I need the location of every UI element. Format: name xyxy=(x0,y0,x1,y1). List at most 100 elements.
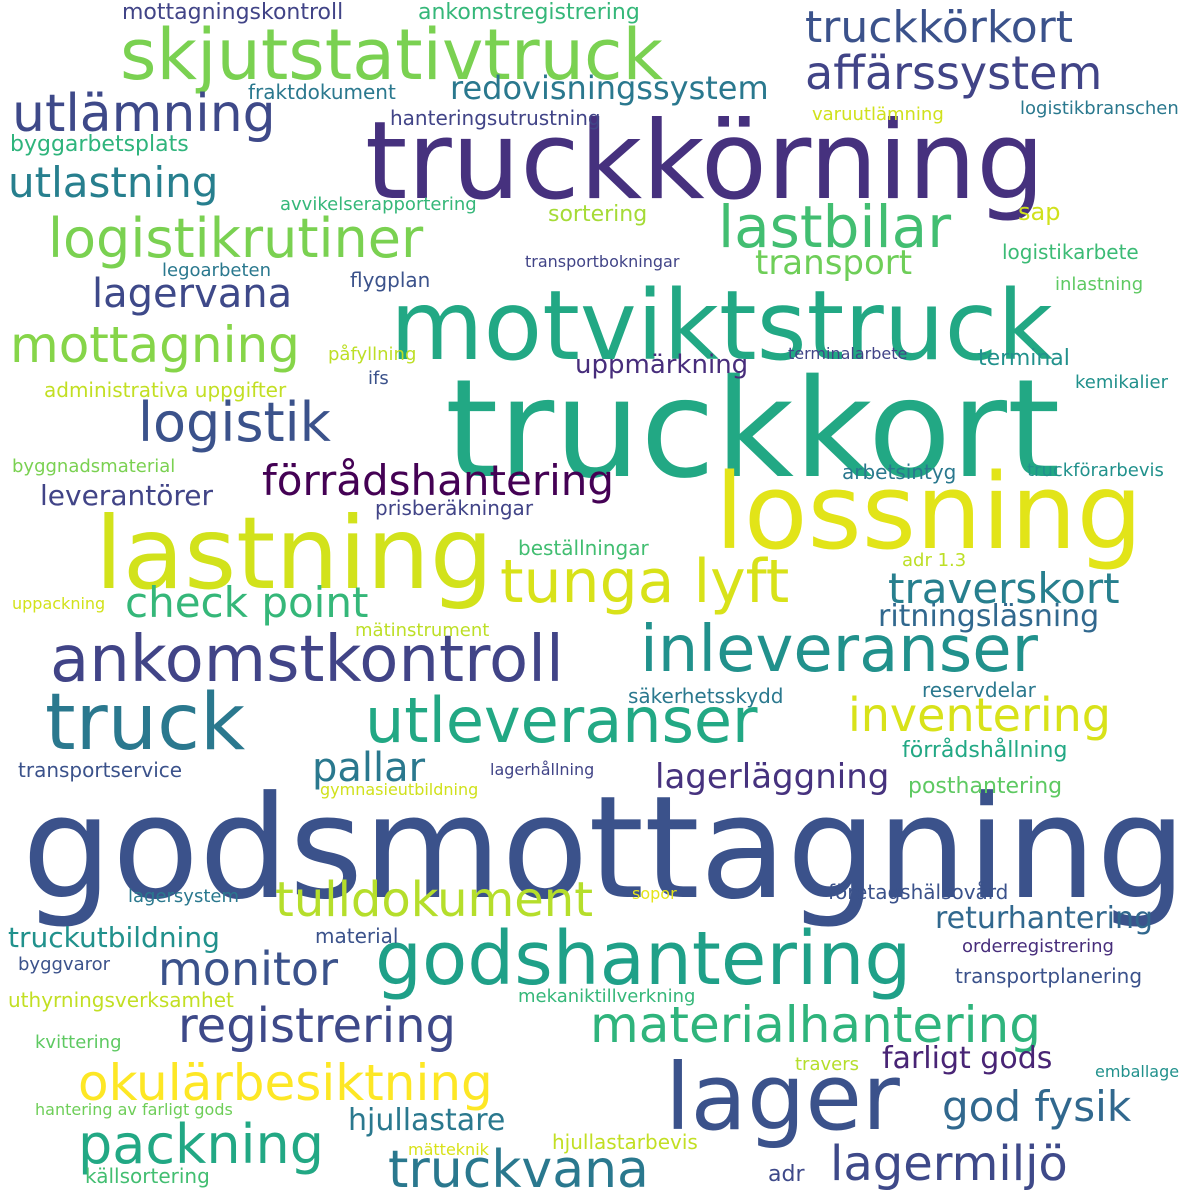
word-transportbokningar: transportbokningar xyxy=(525,252,680,271)
word-terminal: terminal xyxy=(978,346,1070,371)
word-adr-1-3: adr 1.3 xyxy=(902,550,967,571)
word-ritningslasning: ritningsläsning xyxy=(878,599,1100,634)
word-affarssystem: affärssystem xyxy=(805,46,1103,100)
word-utlamning: utlämning xyxy=(12,84,276,144)
word-adr: adr xyxy=(768,1162,805,1187)
word-logistikarbete: logistikarbete xyxy=(1002,240,1139,264)
word-motviktstruck: motviktstruck xyxy=(390,270,1053,382)
word-redovisningssystem: redovisningssystem xyxy=(450,69,769,107)
word-inleveranser: inleveranser xyxy=(640,613,1038,687)
word-byggarbetsplats: byggarbetsplats xyxy=(10,132,189,157)
word-matteknik: mätteknik xyxy=(408,1140,489,1159)
word-sap: sap xyxy=(1018,198,1061,226)
word-sortering: sortering xyxy=(548,202,648,227)
word-emballage: emballage xyxy=(1095,1062,1180,1081)
word-forradshallning: förrådshållning xyxy=(902,738,1068,763)
word-leverantorer: leverantörer xyxy=(40,479,213,512)
word-hanteringsutrustning: hanteringsutrustning xyxy=(390,106,601,130)
word-logistikbranschen: logistikbranschen xyxy=(1020,98,1179,119)
word-registrering: registrering xyxy=(178,998,457,1054)
word-truck: truck xyxy=(45,678,246,768)
word-truckkort: truckkort xyxy=(445,351,1061,509)
word-orderregistrering: orderregistrering xyxy=(962,936,1114,957)
word-varuutlamning: varuutlämning xyxy=(812,104,944,125)
word-god-fysik: god fysik xyxy=(942,1082,1132,1131)
word-check-point: check point xyxy=(125,578,369,627)
word-kallsortering: källsortering xyxy=(85,1164,210,1188)
word-truckutbildning: truckutbildning xyxy=(8,921,220,954)
word-uthyrningsverksamhet: uthyrningsverksamhet xyxy=(8,988,234,1012)
word-kvittering: kvittering xyxy=(35,1032,122,1053)
word-inventering: inventering xyxy=(848,688,1111,742)
word-mottagningskontroll: mottagningskontroll xyxy=(122,0,344,25)
word-transportplanering: transportplanering xyxy=(955,964,1143,988)
word-lastning: lastning xyxy=(95,495,494,612)
word-truckvana: truckvana xyxy=(388,1140,649,1200)
word-lagermiljo: lagermiljö xyxy=(830,1136,1068,1192)
word-travers: travers xyxy=(795,1054,859,1075)
word-ankomstkontroll: ankomstkontroll xyxy=(50,623,564,697)
word-arbetsintyg: arbetsintyg xyxy=(842,460,957,484)
word-posthantering: posthantering xyxy=(908,774,1063,799)
word-transportservice: transportservice xyxy=(18,758,183,782)
word-uppackning: uppackning xyxy=(12,594,106,613)
word-pafyllning: påfyllning xyxy=(328,344,417,365)
word-matinstrument: mätinstrument xyxy=(355,620,490,641)
word-kemikalier: kemikalier xyxy=(1075,372,1169,393)
word-inlastning: inlastning xyxy=(1055,274,1144,295)
word-truckkorning: truckkörning xyxy=(365,99,1045,224)
word-byggvaror: byggvaror xyxy=(18,954,111,975)
word-monitor: monitor xyxy=(158,942,338,996)
word-ankomstregistrering: ankomstregistrering xyxy=(418,0,640,25)
word-foretagshalsovard: företagshälsovård xyxy=(828,880,1009,904)
word-sakerhetsskydd: säkerhetsskydd xyxy=(628,684,784,708)
word-hjullastarbevis: hjullastarbevis xyxy=(552,1130,698,1154)
word-lossning: lossning xyxy=(715,451,1143,573)
word-truckkorkort: truckkörkort xyxy=(805,2,1073,53)
word-prisberakningar: prisberäkningar xyxy=(375,496,534,520)
word-farligt-gods: farligt gods xyxy=(882,1041,1053,1076)
word-reservdelar: reservdelar xyxy=(922,678,1036,702)
word-transport: transport xyxy=(755,243,913,283)
word-gymnasieutbildning: gymnasieutbildning xyxy=(320,780,479,799)
word-logistik: logistik xyxy=(138,391,331,454)
word-terminalarbete: terminalarbete xyxy=(788,344,908,363)
word-tunga-lyft: tunga lyft xyxy=(500,547,790,617)
word-administrativa-uppgifter: administrativa uppgifter xyxy=(44,378,287,402)
word-materialhantering: materialhantering xyxy=(590,996,1041,1054)
word-utleveranser: utleveranser xyxy=(365,684,758,757)
word-lagerhallning: lagerhållning xyxy=(490,760,595,779)
word-material: material xyxy=(315,924,399,948)
word-returhantering: returhantering xyxy=(935,901,1154,936)
word-bestallningar: beställningar xyxy=(518,536,649,560)
word-lagervana: lagervana xyxy=(92,271,293,317)
word-okularbesiktning: okulärbesiktning xyxy=(78,1054,493,1112)
word-forradshantering: förrådshantering xyxy=(262,456,615,505)
word-sopor: sopor xyxy=(632,884,677,903)
word-skjutstativtruck: skjutstativtruck xyxy=(120,14,664,96)
word-utlastning: utlastning xyxy=(8,158,219,207)
word-mottagning: mottagning xyxy=(10,316,300,374)
word-truckforarbevis: truckförarbevis xyxy=(1027,460,1164,481)
word-byggnadsmaterial: byggnadsmaterial xyxy=(12,456,176,477)
word-lastbilar: lastbilar xyxy=(718,193,952,261)
word-lagersystem: lagersystem xyxy=(128,886,240,907)
word-lagerlaggning: lagerläggning xyxy=(655,757,890,797)
word-tulldokument: tulldokument xyxy=(275,872,594,928)
word-legoarbeten: legoarbeten xyxy=(162,260,271,281)
word-hjullastare: hjullastare xyxy=(348,1103,506,1138)
word-ifs: ifs xyxy=(368,368,389,389)
word-flygplan: flygplan xyxy=(350,268,431,292)
word-lager: lager xyxy=(665,1044,900,1151)
word-packning: packning xyxy=(78,1113,325,1176)
word-mekaniktillverkning: mekaniktillverkning xyxy=(518,986,696,1007)
word-godsmottagning: godsmottagning xyxy=(22,766,1187,931)
word-uppmarkning: uppmärkning xyxy=(575,350,749,380)
word-hantering-av-farligt-gods: hantering av farligt gods xyxy=(35,1100,233,1119)
word-traverskort: traverskort xyxy=(888,564,1120,613)
word-avvikelserapportering: avvikelserapportering xyxy=(280,194,477,215)
word-fraktdokument: fraktdokument xyxy=(248,80,396,104)
word-pallar: pallar xyxy=(312,745,426,791)
word-godshantering: godshantering xyxy=(375,916,912,1002)
